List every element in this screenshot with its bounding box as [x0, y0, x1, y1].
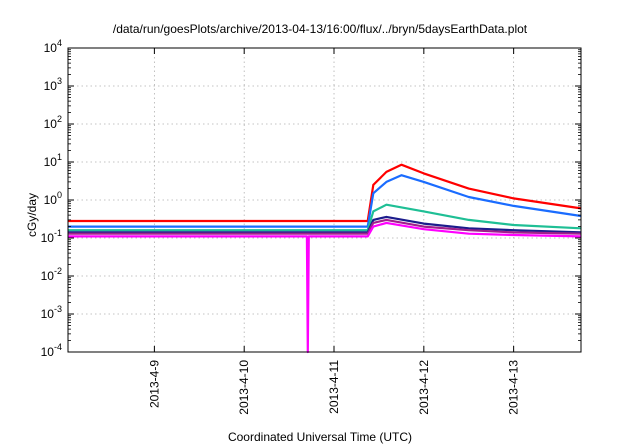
- y-tick-label: 10-1: [41, 228, 62, 245]
- series-line: [68, 215, 582, 234]
- x-tick-label: 2013-4-10: [237, 360, 251, 415]
- x-tick-label: 2013-4-12: [417, 360, 431, 415]
- y-tick-label: 102: [44, 114, 62, 131]
- series-line: [68, 221, 582, 354]
- series-line: [68, 174, 582, 228]
- series-layer: [68, 163, 582, 354]
- y-tick-label: 10-3: [41, 304, 62, 321]
- y-tick-label: 104: [44, 38, 62, 55]
- y-tick-label: 100: [44, 190, 62, 207]
- x-tick-label: 2013-4-13: [507, 360, 521, 415]
- series-line: [68, 218, 582, 235]
- grid-layer: [68, 48, 581, 352]
- series-line: [68, 163, 582, 223]
- x-tick-label: 2013-4-11: [327, 360, 341, 414]
- x-tick-label: 2013-4-9: [147, 360, 161, 408]
- y-tick-label: 103: [44, 76, 62, 93]
- axis-layer: 10-4 10-3 10-2 10-1 100 101 102 103 104 2013-4-9 2…: [41, 38, 582, 415]
- chart-title: /data/run/goesPlots/archive/2013-04-13/1…: [112, 22, 528, 36]
- y-tick-label: 101: [44, 152, 62, 169]
- y-axis-label: cGy/day: [25, 192, 40, 238]
- series-line: [68, 203, 582, 232]
- y-tick-label: 10-4: [41, 342, 62, 359]
- y-tick-label: 10-2: [41, 266, 62, 283]
- plot-frame: [67, 47, 582, 353]
- x-axis-label: Coordinated Universal Time (UTC): [227, 430, 413, 444]
